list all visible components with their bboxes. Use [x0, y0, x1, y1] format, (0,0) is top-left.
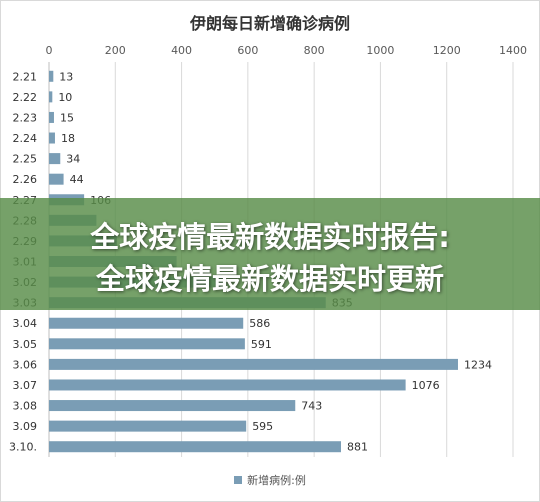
- x-tick-label: 400: [171, 44, 192, 57]
- bar: [49, 317, 244, 329]
- data-label: 1076: [412, 379, 440, 392]
- data-label: 18: [61, 132, 75, 145]
- chart-title: 伊朗每日新增确诊病例: [189, 14, 350, 33]
- data-label: 13: [59, 70, 73, 83]
- data-label: 881: [347, 441, 368, 454]
- bar: [49, 153, 61, 165]
- y-tick-label: 3.07: [13, 379, 38, 392]
- y-tick-label: 2.24: [13, 132, 38, 145]
- data-label: 34: [66, 153, 80, 166]
- data-label: 1234: [464, 358, 492, 371]
- data-label: 10: [58, 91, 72, 104]
- x-tick-label: 1400: [499, 44, 527, 57]
- bar: [49, 70, 54, 82]
- data-label: 591: [251, 338, 272, 351]
- data-label: 15: [60, 111, 74, 124]
- y-tick-label: 2.26: [13, 173, 38, 186]
- y-tick-label: 3.06: [13, 358, 38, 371]
- y-tick-label: 2.22: [13, 91, 38, 104]
- x-tick-label: 600: [237, 44, 258, 57]
- x-tick-label: 800: [304, 44, 325, 57]
- banner-headline: 全球疫情最新数据实时报告:: [90, 220, 450, 254]
- legend-swatch: [234, 476, 243, 484]
- overlay-banner: 全球疫情最新数据实时报告: 全球疫情最新数据实时更新: [0, 198, 540, 310]
- bar: [49, 358, 458, 370]
- y-tick-label: 3.04: [13, 317, 38, 330]
- y-tick-label: 3.10.: [9, 441, 37, 454]
- data-label: 595: [252, 420, 273, 433]
- x-tick-label: 1200: [433, 44, 461, 57]
- x-tick-label: 1000: [366, 44, 394, 57]
- chart-legend: 新增病例:例: [0, 472, 540, 488]
- legend-label: 新增病例:例: [247, 474, 306, 487]
- bar: [49, 173, 64, 185]
- y-tick-label: 2.21: [13, 70, 38, 83]
- banner-subheadline: 全球疫情最新数据实时更新: [95, 262, 444, 296]
- bar: [49, 420, 247, 432]
- y-tick-label: 3.08: [13, 400, 38, 413]
- bar: [49, 111, 54, 123]
- bar: [49, 132, 55, 144]
- y-tick-label: 3.09: [13, 420, 38, 433]
- data-label: 586: [249, 317, 270, 330]
- bar: [49, 91, 53, 103]
- bar: [49, 338, 245, 350]
- data-label: 44: [70, 173, 84, 186]
- data-label: 743: [301, 400, 322, 413]
- x-tick-label: 200: [105, 44, 126, 57]
- y-tick-label: 2.23: [13, 111, 38, 124]
- bar: [49, 379, 406, 391]
- bar: [49, 400, 296, 412]
- y-tick-label: 3.05: [13, 338, 38, 351]
- x-tick-label: 0: [46, 44, 53, 57]
- y-tick-label: 2.25: [13, 153, 38, 166]
- bar: [49, 441, 341, 453]
